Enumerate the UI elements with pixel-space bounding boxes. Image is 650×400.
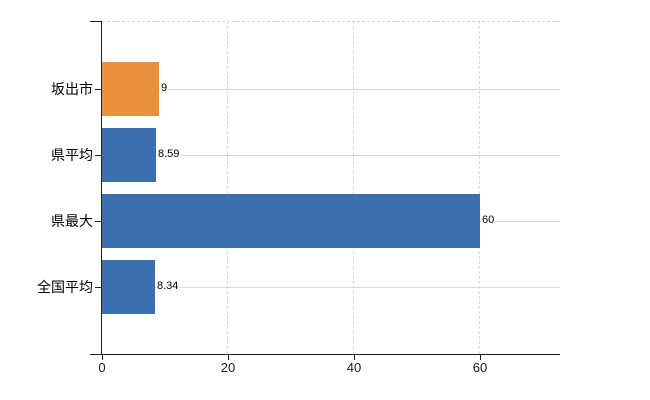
bar-value-label: 8.59 (157, 147, 181, 162)
bar (102, 128, 156, 182)
x-axis-tick (480, 355, 481, 360)
bar-value-label: 8.34 (156, 279, 180, 294)
plot-area: 9 8.59 60 8.34 (102, 21, 560, 354)
x-tick-label: 60 (472, 360, 488, 375)
x-axis-line (90, 354, 560, 355)
bar (102, 62, 159, 116)
h-gridline (102, 287, 560, 288)
y-axis-line (101, 21, 102, 355)
bar (102, 260, 155, 314)
category-label: 県最大 (51, 213, 93, 229)
x-axis-tick (228, 355, 229, 360)
x-tick-label: 0 (98, 360, 106, 375)
v-gridline (479, 21, 480, 354)
category-tick (95, 287, 101, 288)
h-gridline (102, 155, 560, 156)
h-gridline (102, 89, 560, 90)
category-tick (95, 89, 101, 90)
plot-top-border (102, 21, 560, 22)
y-axis-top-cap (90, 21, 102, 22)
category-label: 坂出市 (51, 81, 93, 97)
x-axis-tick (354, 355, 355, 360)
bar-value-label: 9 (160, 81, 169, 96)
v-gridline (353, 21, 354, 354)
x-tick-label: 20 (220, 360, 236, 375)
x-tick-label: 40 (346, 360, 362, 375)
category-label: 全国平均 (37, 279, 93, 295)
bar (102, 194, 480, 248)
v-gridline (227, 21, 228, 354)
category-label: 県平均 (51, 147, 93, 163)
x-axis-tick (102, 355, 103, 360)
category-tick (95, 221, 101, 222)
category-tick (95, 155, 101, 156)
bar-value-label: 60 (481, 213, 496, 228)
